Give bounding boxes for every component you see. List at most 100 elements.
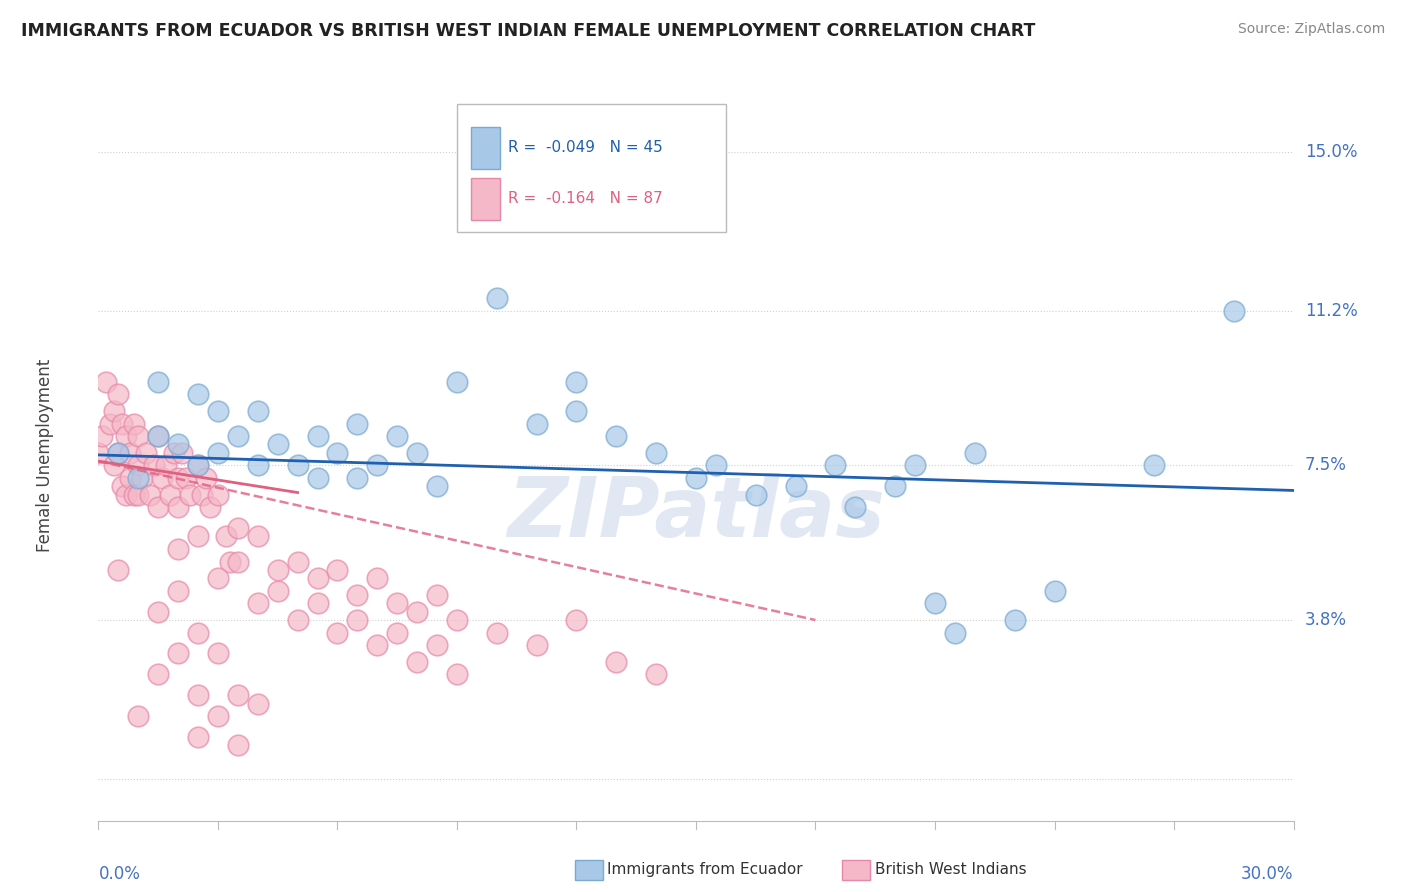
Point: [1143, 458, 1166, 473]
Point: [785, 479, 807, 493]
Point: [187, 387, 209, 401]
Point: [103, 458, 125, 473]
Point: [167, 583, 190, 598]
Point: [120, 471, 142, 485]
Point: [385, 625, 409, 640]
Point: [307, 429, 329, 443]
Point: [96, 375, 118, 389]
Text: Female Unemployment: Female Unemployment: [35, 359, 53, 551]
Text: 3.8%: 3.8%: [1305, 611, 1347, 629]
Point: [87, 446, 110, 460]
Point: [148, 500, 170, 515]
Point: [267, 563, 290, 577]
Point: [963, 446, 986, 460]
Point: [326, 625, 349, 640]
Point: [127, 471, 149, 485]
Point: [645, 446, 668, 460]
Point: [107, 563, 129, 577]
Point: [307, 571, 329, 585]
Point: [226, 521, 249, 535]
Point: [148, 429, 170, 443]
Point: [98, 417, 122, 431]
FancyBboxPatch shape: [471, 178, 501, 219]
Point: [446, 667, 468, 681]
Point: [127, 429, 149, 443]
Point: [187, 625, 209, 640]
Point: [307, 471, 329, 485]
Text: 0.0%: 0.0%: [98, 864, 141, 882]
Point: [1043, 583, 1066, 598]
Point: [207, 571, 229, 585]
Text: R =  -0.049   N = 45: R = -0.049 N = 45: [509, 140, 664, 155]
Point: [127, 488, 149, 502]
Point: [745, 488, 768, 502]
Point: [191, 488, 214, 502]
Point: [179, 488, 201, 502]
Point: [215, 529, 238, 543]
Text: 7.5%: 7.5%: [1305, 457, 1347, 475]
Point: [187, 688, 209, 702]
Point: [565, 375, 588, 389]
Point: [385, 596, 409, 610]
Point: [124, 488, 146, 502]
Point: [326, 446, 349, 460]
Point: [406, 655, 429, 669]
Point: [267, 437, 290, 451]
Point: [107, 446, 129, 460]
Point: [366, 638, 388, 652]
Point: [406, 605, 429, 619]
Point: [904, 458, 927, 473]
Point: [207, 709, 229, 723]
Point: [246, 458, 269, 473]
Point: [167, 437, 190, 451]
Point: [406, 446, 429, 460]
Point: [148, 375, 170, 389]
Point: [366, 458, 388, 473]
Text: 30.0%: 30.0%: [1241, 864, 1294, 882]
Point: [287, 458, 309, 473]
Point: [824, 458, 846, 473]
Point: [1223, 303, 1246, 318]
FancyBboxPatch shape: [457, 103, 725, 232]
Point: [150, 471, 173, 485]
Point: [127, 458, 149, 473]
Point: [287, 613, 309, 627]
Point: [219, 554, 242, 568]
Point: [172, 446, 194, 460]
Point: [485, 291, 508, 305]
Point: [187, 730, 209, 744]
Text: R =  -0.164   N = 87: R = -0.164 N = 87: [509, 192, 664, 206]
Point: [844, 500, 866, 515]
Point: [1004, 613, 1026, 627]
Point: [446, 375, 468, 389]
Point: [565, 613, 588, 627]
Point: [346, 471, 368, 485]
Point: [645, 667, 668, 681]
Point: [135, 446, 157, 460]
Point: [246, 529, 269, 543]
Point: [485, 625, 508, 640]
Point: [127, 709, 149, 723]
Point: [111, 479, 134, 493]
Point: [207, 446, 229, 460]
Point: [346, 417, 368, 431]
Point: [685, 471, 707, 485]
Point: [924, 596, 946, 610]
Point: [426, 638, 449, 652]
Point: [446, 613, 468, 627]
Text: 15.0%: 15.0%: [1305, 143, 1357, 161]
Point: [226, 739, 249, 753]
Point: [167, 471, 190, 485]
Point: [704, 458, 727, 473]
Point: [526, 638, 548, 652]
Text: British West Indians: British West Indians: [875, 863, 1026, 877]
Point: [326, 563, 349, 577]
Point: [526, 417, 548, 431]
Point: [155, 458, 177, 473]
Point: [124, 417, 146, 431]
Point: [115, 429, 138, 443]
Point: [605, 429, 627, 443]
Text: ZIPatlas: ZIPatlas: [508, 473, 884, 554]
Point: [131, 471, 153, 485]
Point: [246, 596, 269, 610]
